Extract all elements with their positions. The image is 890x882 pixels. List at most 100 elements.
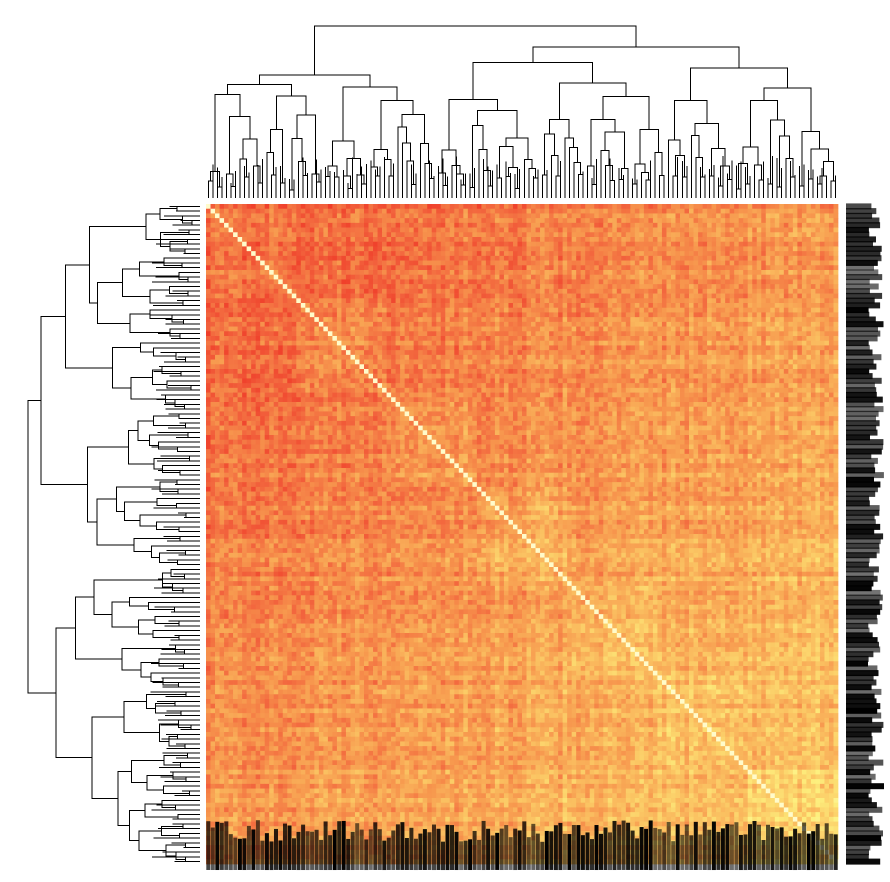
- column-dendrogram-branch: [327, 165, 338, 178]
- heatmap-cell: [594, 241, 600, 247]
- heatmap-cell: [336, 265, 342, 271]
- heatmap-cell: [828, 284, 834, 290]
- heatmap-cell: [242, 270, 247, 276]
- heatmap-cell: [413, 227, 419, 233]
- heatmap-cell: [828, 326, 834, 332]
- row-dendrogram-branch: [86, 446, 129, 523]
- column-dendrogram-branch: [314, 25, 637, 75]
- heatmap-cell: [427, 208, 433, 214]
- heatmap-cell: [409, 350, 414, 356]
- heatmap-cell: [354, 303, 360, 309]
- heatmap-cell: [242, 279, 247, 285]
- heatmap-cell: [431, 317, 437, 323]
- heatmap-cell: [445, 218, 451, 224]
- heatmap-cell: [210, 317, 216, 323]
- heatmap-cell: [707, 232, 712, 238]
- heatmap-cell: [400, 213, 405, 219]
- heatmap-cell: [756, 298, 762, 304]
- heatmap-cell: [210, 274, 216, 280]
- heatmap-cell: [373, 345, 378, 351]
- row-dendrogram-branch: [96, 498, 134, 546]
- heatmap-cell: [282, 255, 288, 261]
- heatmap-cell: [666, 251, 672, 257]
- heatmap-cell: [535, 260, 541, 266]
- heatmap-cell: [409, 265, 414, 271]
- heatmap-cell: [246, 331, 252, 337]
- heatmap-cell: [693, 326, 699, 332]
- heatmap-cell: [368, 293, 374, 299]
- heatmap-cell: [693, 331, 699, 337]
- heatmap-cell: [535, 237, 541, 243]
- heatmap-cell: [336, 232, 342, 238]
- heatmap-cell: [445, 284, 451, 290]
- heatmap-cell: [291, 227, 297, 233]
- heatmap-cell: [454, 222, 460, 228]
- heatmap-cell: [219, 270, 225, 276]
- heatmap-cell: [634, 288, 640, 294]
- heatmap-cell: [332, 317, 338, 323]
- heatmap-cell: [391, 340, 396, 346]
- heatmap-cell: [503, 218, 509, 224]
- heatmap-cell: [747, 246, 753, 252]
- heatmap-cell: [481, 241, 487, 247]
- heatmap-cell: [494, 255, 500, 261]
- column-dendrogram-branch: [754, 164, 762, 198]
- heatmap-cell: [305, 307, 311, 313]
- heatmap-cell: [792, 265, 798, 271]
- heatmap-cell: [815, 284, 821, 290]
- heatmap-cell: [616, 293, 622, 299]
- heatmap-cell: [720, 284, 726, 290]
- heatmap-cell: [296, 218, 302, 224]
- heatmap-cell: [395, 321, 401, 327]
- heatmap-cell: [621, 321, 627, 327]
- heatmap-cell: [341, 307, 347, 313]
- heatmap-cell: [522, 321, 527, 327]
- heatmap-cell: [494, 331, 500, 337]
- heatmap-cell: [345, 284, 351, 290]
- heatmap-cell: [490, 312, 496, 318]
- heatmap-cell: [702, 298, 708, 304]
- row-dendrogram-branch: [178, 620, 200, 627]
- heatmap-cell: [354, 298, 360, 304]
- heatmap-cell: [251, 204, 256, 210]
- heatmap-cell: [734, 284, 740, 290]
- heatmap-cell: [246, 241, 252, 247]
- heatmap-cell: [607, 251, 613, 257]
- heatmap-cell: [675, 279, 681, 285]
- column-dendrogram-branch: [291, 137, 303, 190]
- heatmap-cell: [449, 213, 455, 219]
- heatmap-cell: [377, 246, 383, 252]
- heatmap-cell: [269, 255, 275, 261]
- heatmap-cell: [503, 270, 509, 276]
- heatmap-cell: [770, 331, 776, 337]
- heatmap-cell: [233, 227, 238, 233]
- heatmap-cell: [815, 336, 821, 342]
- heatmap-cell: [463, 350, 469, 356]
- heatmap-cell: [481, 251, 487, 257]
- heatmap-cell: [670, 232, 676, 238]
- row-dendrogram-branch: [155, 521, 200, 530]
- heatmap-cell: [472, 307, 478, 313]
- heatmap-cell: [418, 345, 424, 351]
- row-dendrogram-branch: [144, 803, 178, 818]
- heatmap-cell: [386, 246, 392, 252]
- heatmap-cell: [237, 317, 243, 323]
- heatmap-cell: [607, 279, 613, 285]
- heatmap-cell: [481, 293, 487, 299]
- heatmap-cell: [607, 213, 613, 219]
- heatmap-cell: [287, 213, 293, 219]
- heatmap-cell: [476, 204, 482, 210]
- heatmap-cell: [228, 274, 234, 280]
- heatmap-cell: [612, 260, 618, 266]
- heatmap-cell: [639, 260, 645, 266]
- heatmap-cell: [540, 241, 545, 247]
- heatmap-cell: [661, 270, 667, 276]
- heatmap-cell: [373, 260, 378, 266]
- heatmap-cell: [233, 246, 238, 252]
- heatmap-cell: [359, 345, 365, 351]
- heatmap-cell: [824, 265, 830, 271]
- heatmap-cell: [833, 279, 839, 285]
- heatmap-cell: [657, 208, 663, 214]
- heatmap-cell: [607, 204, 613, 210]
- heatmap-cell: [368, 331, 374, 337]
